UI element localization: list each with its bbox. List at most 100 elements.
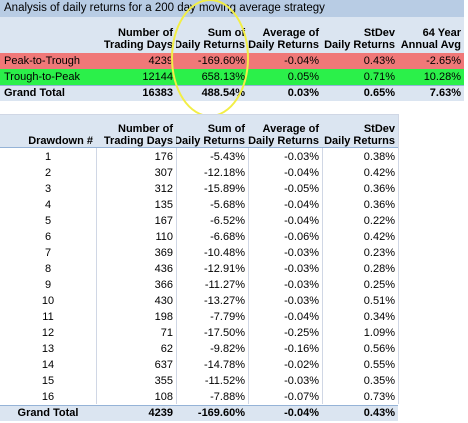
drawdown-stdev-cell[interactable]: 0.56% bbox=[363, 342, 395, 355]
drawdown-sum-cell[interactable]: -14.78% bbox=[204, 358, 245, 371]
drawdown-avg-cell[interactable]: -0.16% bbox=[284, 342, 319, 355]
drawdown-days-cell[interactable]: 167 bbox=[154, 214, 173, 227]
drawdown-sum-cell[interactable]: -11.27% bbox=[204, 278, 245, 291]
drawdown-header-stdev[interactable]: StDev Daily Returns bbox=[322, 116, 398, 148]
drawdown-header-number[interactable]: Drawdown # bbox=[0, 116, 96, 148]
drawdown-avg-cell[interactable]: -0.04% bbox=[284, 214, 319, 227]
drawdown-days-cell[interactable]: 369 bbox=[154, 246, 173, 259]
drawdown-avg-cell[interactable]: -0.03% bbox=[284, 374, 319, 387]
drawdown-header-avg[interactable]: Average of Daily Returns bbox=[248, 116, 322, 148]
summary-total-avg[interactable]: 0.03% bbox=[287, 86, 319, 99]
drawdown-number-cell[interactable]: 15 bbox=[41, 374, 55, 387]
summary-row-peak-avg[interactable]: -0.04% bbox=[284, 54, 319, 67]
drawdown-number-cell[interactable]: 1 bbox=[44, 150, 52, 163]
drawdown-days-cell[interactable]: 135 bbox=[154, 198, 173, 211]
drawdown-avg-cell[interactable]: -0.05% bbox=[284, 182, 319, 195]
drawdown-avg-cell[interactable]: -0.03% bbox=[284, 294, 319, 307]
drawdown-number-cell[interactable]: 16 bbox=[41, 390, 55, 403]
drawdown-days-cell[interactable]: 108 bbox=[154, 390, 173, 403]
drawdown-sum-cell[interactable]: -9.82% bbox=[210, 342, 245, 355]
drawdown-sum-cell[interactable]: -12.91% bbox=[204, 262, 245, 275]
drawdown-sum-cell[interactable]: -5.68% bbox=[210, 198, 245, 211]
drawdown-avg-cell[interactable]: -0.03% bbox=[284, 150, 319, 163]
summary-total-annual[interactable]: 7.63% bbox=[429, 86, 461, 99]
drawdown-number-cell[interactable]: 10 bbox=[41, 294, 55, 307]
drawdown-stdev-cell[interactable]: 0.42% bbox=[363, 230, 395, 243]
drawdown-avg-cell[interactable]: -0.06% bbox=[284, 230, 319, 243]
drawdown-sum-cell[interactable]: -7.79% bbox=[210, 310, 245, 323]
drawdown-days-cell[interactable]: 110 bbox=[155, 230, 173, 243]
drawdown-number-cell[interactable]: 5 bbox=[44, 214, 52, 227]
drawdown-stdev-cell[interactable]: 0.28% bbox=[363, 262, 395, 275]
drawdown-stdev-cell[interactable]: 0.22% bbox=[363, 214, 395, 227]
drawdown-stdev-cell[interactable]: 0.36% bbox=[363, 198, 395, 211]
summary-row-trough-stdev[interactable]: 0.71% bbox=[363, 70, 395, 83]
drawdown-days-cell[interactable]: 430 bbox=[154, 294, 173, 307]
drawdown-stdev-cell[interactable]: 0.38% bbox=[363, 150, 395, 163]
summary-row-peak-sum[interactable]: -169.60% bbox=[197, 54, 245, 67]
drawdown-number-cell[interactable]: 12 bbox=[41, 326, 55, 339]
drawdown-number-cell[interactable]: 2 bbox=[44, 166, 52, 179]
summary-row-trough-label[interactable]: Trough-to-Peak bbox=[4, 70, 81, 83]
drawdown-total-avg[interactable]: -0.04% bbox=[284, 406, 319, 419]
drawdown-avg-cell[interactable]: -0.03% bbox=[284, 246, 319, 259]
drawdown-stdev-cell[interactable]: 0.23% bbox=[363, 246, 395, 259]
drawdown-sum-cell[interactable]: -7.88% bbox=[210, 390, 245, 403]
drawdown-number-cell[interactable]: 11 bbox=[42, 310, 54, 323]
summary-title[interactable]: Analysis of daily returns for a 200 day … bbox=[4, 2, 325, 14]
summary-total-stdev[interactable]: 0.65% bbox=[363, 86, 395, 99]
drawdown-sum-cell[interactable]: -15.89% bbox=[204, 182, 245, 195]
summary-row-peak-label[interactable]: Peak-to-Trough bbox=[4, 54, 81, 67]
drawdown-days-cell[interactable]: 637 bbox=[154, 358, 173, 371]
drawdown-total-label[interactable]: Grand Total bbox=[17, 406, 79, 419]
drawdown-avg-cell[interactable]: -0.04% bbox=[284, 310, 319, 323]
drawdown-number-cell[interactable]: 13 bbox=[41, 342, 55, 355]
drawdown-total-sum[interactable]: -169.60% bbox=[197, 406, 245, 419]
drawdown-days-cell[interactable]: 436 bbox=[154, 262, 173, 275]
drawdown-stdev-cell[interactable]: 1.09% bbox=[363, 326, 395, 339]
drawdown-number-cell[interactable]: 8 bbox=[44, 262, 52, 275]
drawdown-sum-cell[interactable]: -12.18% bbox=[204, 166, 245, 179]
drawdown-days-cell[interactable]: 312 bbox=[154, 182, 173, 195]
drawdown-total-stdev[interactable]: 0.43% bbox=[363, 406, 395, 419]
drawdown-avg-cell[interactable]: -0.25% bbox=[284, 326, 319, 339]
summary-row-peak-stdev[interactable]: 0.43% bbox=[363, 54, 395, 67]
summary-total-sum[interactable]: 488.54% bbox=[201, 86, 245, 99]
drawdown-stdev-cell[interactable]: 0.25% bbox=[363, 278, 395, 291]
drawdown-stdev-cell[interactable]: 0.42% bbox=[363, 166, 395, 179]
drawdown-stdev-cell[interactable]: 0.51% bbox=[363, 294, 395, 307]
drawdown-number-cell[interactable]: 7 bbox=[44, 246, 52, 259]
drawdown-avg-cell[interactable]: -0.07% bbox=[284, 390, 319, 403]
summary-row-trough-annual[interactable]: 10.28% bbox=[423, 70, 461, 83]
drawdown-days-cell[interactable]: 176 bbox=[154, 150, 173, 163]
drawdown-number-cell[interactable]: 9 bbox=[44, 278, 52, 291]
summary-header-avg[interactable]: Average of Daily Returns bbox=[248, 18, 322, 52]
drawdown-avg-cell[interactable]: -0.04% bbox=[284, 166, 319, 179]
drawdown-sum-cell[interactable]: -6.68% bbox=[210, 230, 245, 243]
drawdown-sum-cell[interactable]: -6.52% bbox=[210, 214, 245, 227]
summary-header-trading-days[interactable]: Number of Trading Days bbox=[96, 18, 176, 52]
drawdown-stdev-cell[interactable]: 0.34% bbox=[363, 310, 395, 323]
drawdown-stdev-cell[interactable]: 0.36% bbox=[363, 182, 395, 195]
summary-total-label[interactable]: Grand Total bbox=[4, 86, 65, 99]
drawdown-avg-cell[interactable]: -0.03% bbox=[284, 262, 319, 275]
summary-header-sum[interactable]: Sum of Daily Returns bbox=[176, 18, 248, 52]
drawdown-days-cell[interactable]: 62 bbox=[160, 342, 173, 355]
drawdown-stdev-cell[interactable]: 0.35% bbox=[363, 374, 395, 387]
summary-row-peak-days[interactable]: 4239 bbox=[148, 54, 173, 67]
drawdown-total-days[interactable]: 4239 bbox=[148, 406, 173, 419]
drawdown-sum-cell[interactable]: -17.50% bbox=[204, 326, 245, 339]
drawdown-days-cell[interactable]: 355 bbox=[154, 374, 173, 387]
summary-row-trough-days[interactable]: 12144 bbox=[142, 70, 173, 83]
drawdown-stdev-cell[interactable]: 0.55% bbox=[363, 358, 395, 371]
drawdown-header-sum[interactable]: Sum of Daily Returns bbox=[176, 116, 248, 148]
summary-header-stdev[interactable]: StDev Daily Returns bbox=[322, 18, 398, 52]
drawdown-number-cell[interactable]: 4 bbox=[44, 198, 52, 211]
drawdown-sum-cell[interactable]: -10.48% bbox=[204, 246, 245, 259]
drawdown-header-trading-days[interactable]: Number of Trading Days bbox=[96, 116, 176, 148]
drawdown-sum-cell[interactable]: -13.27% bbox=[204, 294, 245, 307]
drawdown-avg-cell[interactable]: -0.02% bbox=[284, 358, 319, 371]
drawdown-days-cell[interactable]: 366 bbox=[154, 278, 173, 291]
drawdown-days-cell[interactable]: 307 bbox=[154, 166, 173, 179]
drawdown-number-cell[interactable]: 6 bbox=[44, 230, 52, 243]
